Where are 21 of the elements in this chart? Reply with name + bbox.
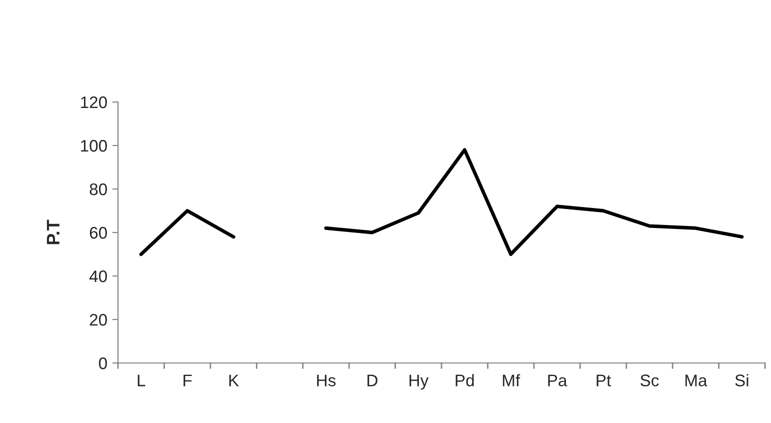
x-tick-label: Si bbox=[735, 374, 748, 386]
y-tick-label: 0 bbox=[98, 357, 107, 370]
x-tick-label: D bbox=[368, 374, 378, 386]
y-tick-label: 60 bbox=[90, 226, 107, 239]
x-tick-label: Pa bbox=[548, 374, 568, 386]
x-tick-label: Sc bbox=[640, 374, 659, 386]
x-tick-label: K bbox=[229, 374, 239, 386]
y-tick-label: 120 bbox=[81, 96, 107, 108]
x-tick-label: F bbox=[184, 374, 192, 386]
x-tick-label: Pd bbox=[456, 374, 474, 386]
x-tick-label: Pt bbox=[596, 374, 611, 386]
y-tick-label: 40 bbox=[89, 270, 107, 282]
x-tick-label: L bbox=[138, 374, 146, 386]
x-tick-label: Hy bbox=[410, 374, 429, 390]
y-axis-title: P.T bbox=[46, 220, 60, 244]
y-tick-label: 20 bbox=[90, 314, 107, 326]
y-tick-label: 80 bbox=[90, 183, 107, 196]
x-tick-label: Ma bbox=[685, 374, 708, 386]
y-tick-label: 100 bbox=[81, 140, 107, 152]
x-tick-label: Mf bbox=[502, 374, 520, 386]
x-tick-label: Hs bbox=[317, 374, 336, 386]
